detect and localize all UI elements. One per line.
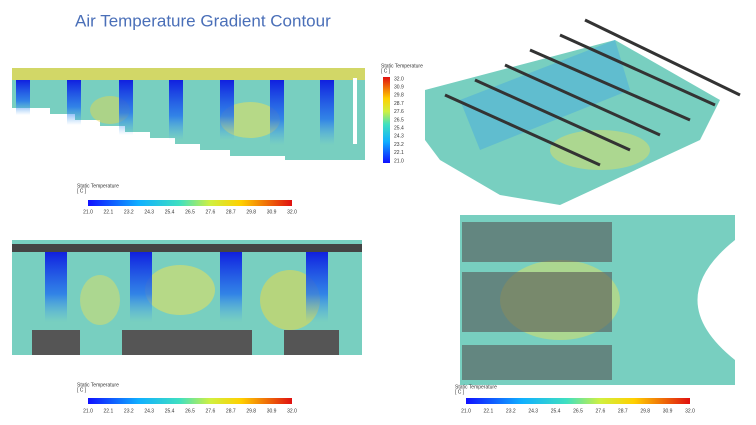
colorbar-unit: [ C ]	[381, 68, 391, 74]
colorbar-tick-label: 25.4	[394, 126, 404, 132]
isometric-contour	[425, 18, 741, 205]
colorbar-tick-label: 28.7	[394, 101, 404, 107]
colorbar-title: Static Temperature	[381, 63, 423, 69]
section-contour	[12, 68, 365, 160]
colorbar-unit: [ C ]	[77, 188, 87, 194]
colorbar-tick-label: 23.2	[124, 209, 134, 215]
slide-title: Air Temperature Gradient Contour	[75, 11, 331, 30]
colorbar-tick-label: 32.0	[685, 408, 695, 414]
colorbar-tick-label: 25.4	[165, 408, 175, 414]
colorbar-tick-label: 21.0	[394, 158, 404, 164]
colorbar-tick-label: 21.0	[83, 408, 93, 414]
colorbar-tick-label: 32.0	[287, 408, 297, 414]
colorbar-tick-label: 25.4	[165, 209, 175, 215]
colorbar-title: Static Temperature	[455, 384, 497, 390]
colorbar-tick-label: 24.3	[144, 408, 154, 414]
colorbar	[383, 77, 390, 163]
colorbar-tick-label: 24.3	[528, 408, 538, 414]
colorbar-tick-label: 26.5	[185, 408, 195, 414]
colorbar-tick-label: 29.8	[246, 408, 256, 414]
colorbar-tick-label: 23.2	[124, 408, 134, 414]
colorbar-tick-label: 27.6	[394, 109, 404, 115]
colorbar-tick-label: 22.1	[104, 408, 114, 414]
colorbar-tick-label: 29.8	[640, 408, 650, 414]
colorbar-tick-label: 29.8	[246, 209, 256, 215]
colorbar-tick-label: 29.8	[394, 93, 404, 99]
colorbar-unit: [ C ]	[455, 389, 465, 395]
colorbar-tick-label: 30.9	[663, 408, 673, 414]
colorbar-unit: [ C ]	[77, 387, 87, 393]
plan-contour	[460, 215, 735, 385]
colorbar-tick-label: 25.4	[551, 408, 561, 414]
colorbar-tick-label: 28.7	[618, 408, 628, 414]
colorbar-tick-label: 22.1	[484, 408, 494, 414]
colorbar	[88, 200, 292, 206]
colorbar-tick-label: 23.2	[506, 408, 516, 414]
colorbar-title: Static Temperature	[77, 183, 119, 189]
colorbar-tick-label: 23.2	[394, 142, 404, 148]
colorbar-tick-label: 30.9	[267, 408, 277, 414]
colorbar-tick-label: 24.3	[144, 209, 154, 215]
colorbar-tick-label: 32.0	[394, 76, 404, 82]
colorbar-tick-label: 27.6	[206, 408, 216, 414]
colorbar-tick-label: 30.9	[267, 209, 277, 215]
colorbar-tick-label: 30.9	[394, 85, 404, 91]
colorbar-tick-label: 22.1	[104, 209, 114, 215]
colorbar-tick-label: 27.6	[596, 408, 606, 414]
colorbar-tick-label: 21.0	[461, 408, 471, 414]
colorbar-tick-label: 26.5	[394, 117, 404, 123]
colorbar-tick-label: 24.3	[394, 134, 404, 140]
colorbar	[88, 398, 292, 404]
front-contour	[12, 240, 362, 355]
colorbar-tick-label: 21.0	[83, 209, 93, 215]
colorbar-tick-label: 26.5	[573, 408, 583, 414]
colorbar-tick-label: 28.7	[226, 209, 236, 215]
colorbar	[466, 398, 690, 404]
colorbar-tick-label: 32.0	[287, 209, 297, 215]
colorbar-tick-label: 26.5	[185, 209, 195, 215]
colorbar-tick-label: 27.6	[206, 209, 216, 215]
colorbar-title: Static Temperature	[77, 382, 119, 388]
colorbar-tick-label: 22.1	[394, 150, 404, 156]
colorbar-tick-label: 28.7	[226, 408, 236, 414]
